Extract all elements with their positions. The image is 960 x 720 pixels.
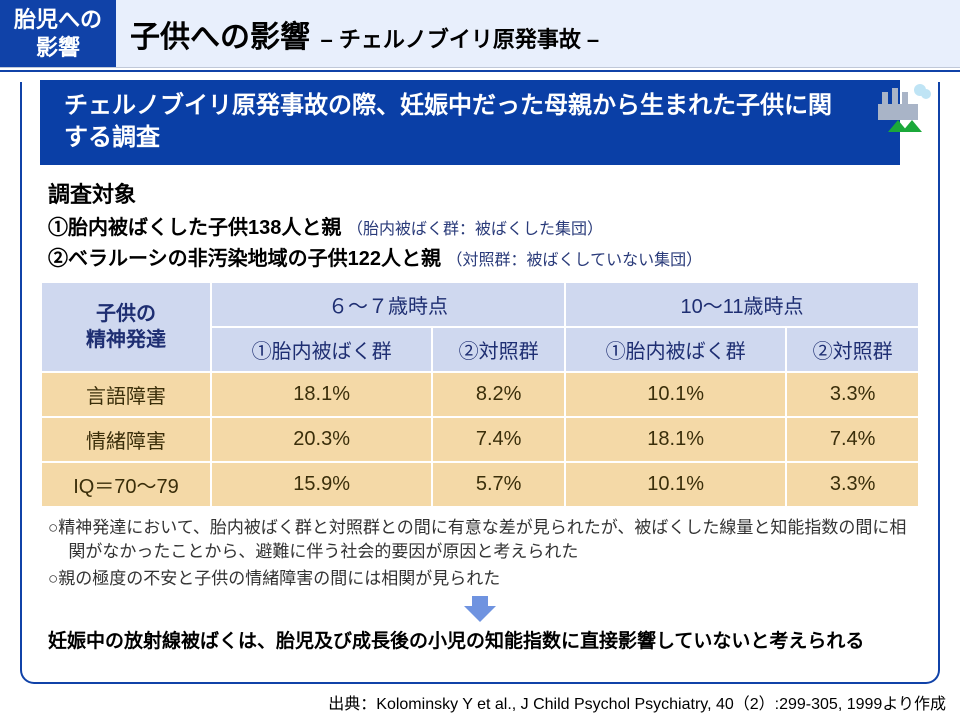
- cell: 15.9%: [211, 462, 432, 507]
- col-b2: ②対照群: [786, 327, 919, 372]
- tag-line1: 胎児への: [14, 6, 102, 34]
- table-corner: 子供の 精神発達: [41, 282, 211, 372]
- cell: 10.1%: [565, 372, 786, 417]
- survey-line-1-note: （胎内被ばく群：被ばくした集団）: [347, 221, 603, 238]
- col-b1: ①胎内被ばく群: [565, 327, 786, 372]
- corner-l2: 精神発達: [46, 327, 206, 353]
- down-arrow-icon: [40, 596, 920, 627]
- cell: 7.4%: [786, 417, 919, 462]
- survey-line-2: ②ベラルーシの非汚染地域の子供122人と親 （対照群：被ばくしていない集団）: [48, 242, 920, 271]
- row-label: IQ＝70～79: [41, 462, 211, 507]
- page-title: 子供への影響: [130, 21, 310, 54]
- survey-heading: 調査対象: [48, 177, 920, 209]
- survey-line-1-bold: ①胎内被ばくした子供138人と親: [48, 217, 341, 239]
- table-row: IQ＝70～79 15.9% 5.7% 10.1% 3.3%: [41, 462, 919, 507]
- cell: 5.7%: [432, 462, 565, 507]
- cell: 7.4%: [432, 417, 565, 462]
- category-tag: 胎児への 影響: [0, 0, 116, 67]
- data-table: 子供の 精神発達 ６～７歳時点 10～11歳時点 ①胎内被ばく群 ②対照群 ①胎…: [40, 281, 920, 508]
- title-block: 子供への影響 – チェルノブイリ原発事故 –: [130, 12, 599, 56]
- cell: 18.1%: [211, 372, 432, 417]
- content-panel: チェルノブイリ原発事故の際、妊娠中だった母親から生まれた子供に関する調査 調査対…: [20, 82, 940, 684]
- col-a2: ②対照群: [432, 327, 565, 372]
- page-subtitle: – チェルノブイリ原発事故 –: [320, 27, 599, 52]
- divider: [0, 70, 960, 72]
- cell: 10.1%: [565, 462, 786, 507]
- table-row: 言語障害 18.1% 8.2% 10.1% 3.3%: [41, 372, 919, 417]
- col-group-b: 10～11歳時点: [565, 282, 919, 327]
- header-bar: 胎児への 影響 子供への影響 – チェルノブイリ原発事故 –: [0, 0, 960, 68]
- finding-2: ○親の極度の不安と子供の情緒障害の間には相関が見られた: [48, 567, 912, 592]
- findings-list: ○精神発達において、胎内被ばく群と対照群との間に有意な差が見られたが、被ばくした…: [48, 516, 912, 592]
- survey-line-1: ①胎内被ばくした子供138人と親 （胎内被ばく群：被ばくした集団）: [48, 211, 920, 240]
- cell: 20.3%: [211, 417, 432, 462]
- col-group-a: ６～７歳時点: [211, 282, 565, 327]
- row-label: 情緒障害: [41, 417, 211, 462]
- finding-1: ○精神発達において、胎内被ばく群と対照群との間に有意な差が見られたが、被ばくした…: [48, 516, 912, 565]
- powerplant-icon: [876, 78, 932, 134]
- subtitle-wrap: チェルノブイリ原発事故の際、妊娠中だった母親から生まれた子供に関する調査: [20, 80, 940, 165]
- survey-line-2-note: （対照群：被ばくしていない集団）: [447, 252, 703, 269]
- survey-line-2-bold: ②ベラルーシの非汚染地域の子供122人と親: [48, 248, 441, 270]
- tag-line2: 影響: [14, 34, 102, 62]
- citation: 出典：Kolominsky Y et al., J Child Psychol …: [328, 690, 946, 714]
- row-label: 言語障害: [41, 372, 211, 417]
- col-a1: ①胎内被ばく群: [211, 327, 432, 372]
- section-subtitle: チェルノブイリ原発事故の際、妊娠中だった母親から生まれた子供に関する調査: [40, 80, 900, 165]
- table-row: 情緒障害 20.3% 7.4% 18.1% 7.4%: [41, 417, 919, 462]
- cell: 8.2%: [432, 372, 565, 417]
- cell: 3.3%: [786, 372, 919, 417]
- cell: 3.3%: [786, 462, 919, 507]
- cell: 18.1%: [565, 417, 786, 462]
- corner-l1: 子供の: [46, 301, 206, 327]
- conclusion: 妊娠中の放射線被ばくは、胎児及び成長後の小児の知能指数に直接影響していないと考え…: [48, 629, 912, 656]
